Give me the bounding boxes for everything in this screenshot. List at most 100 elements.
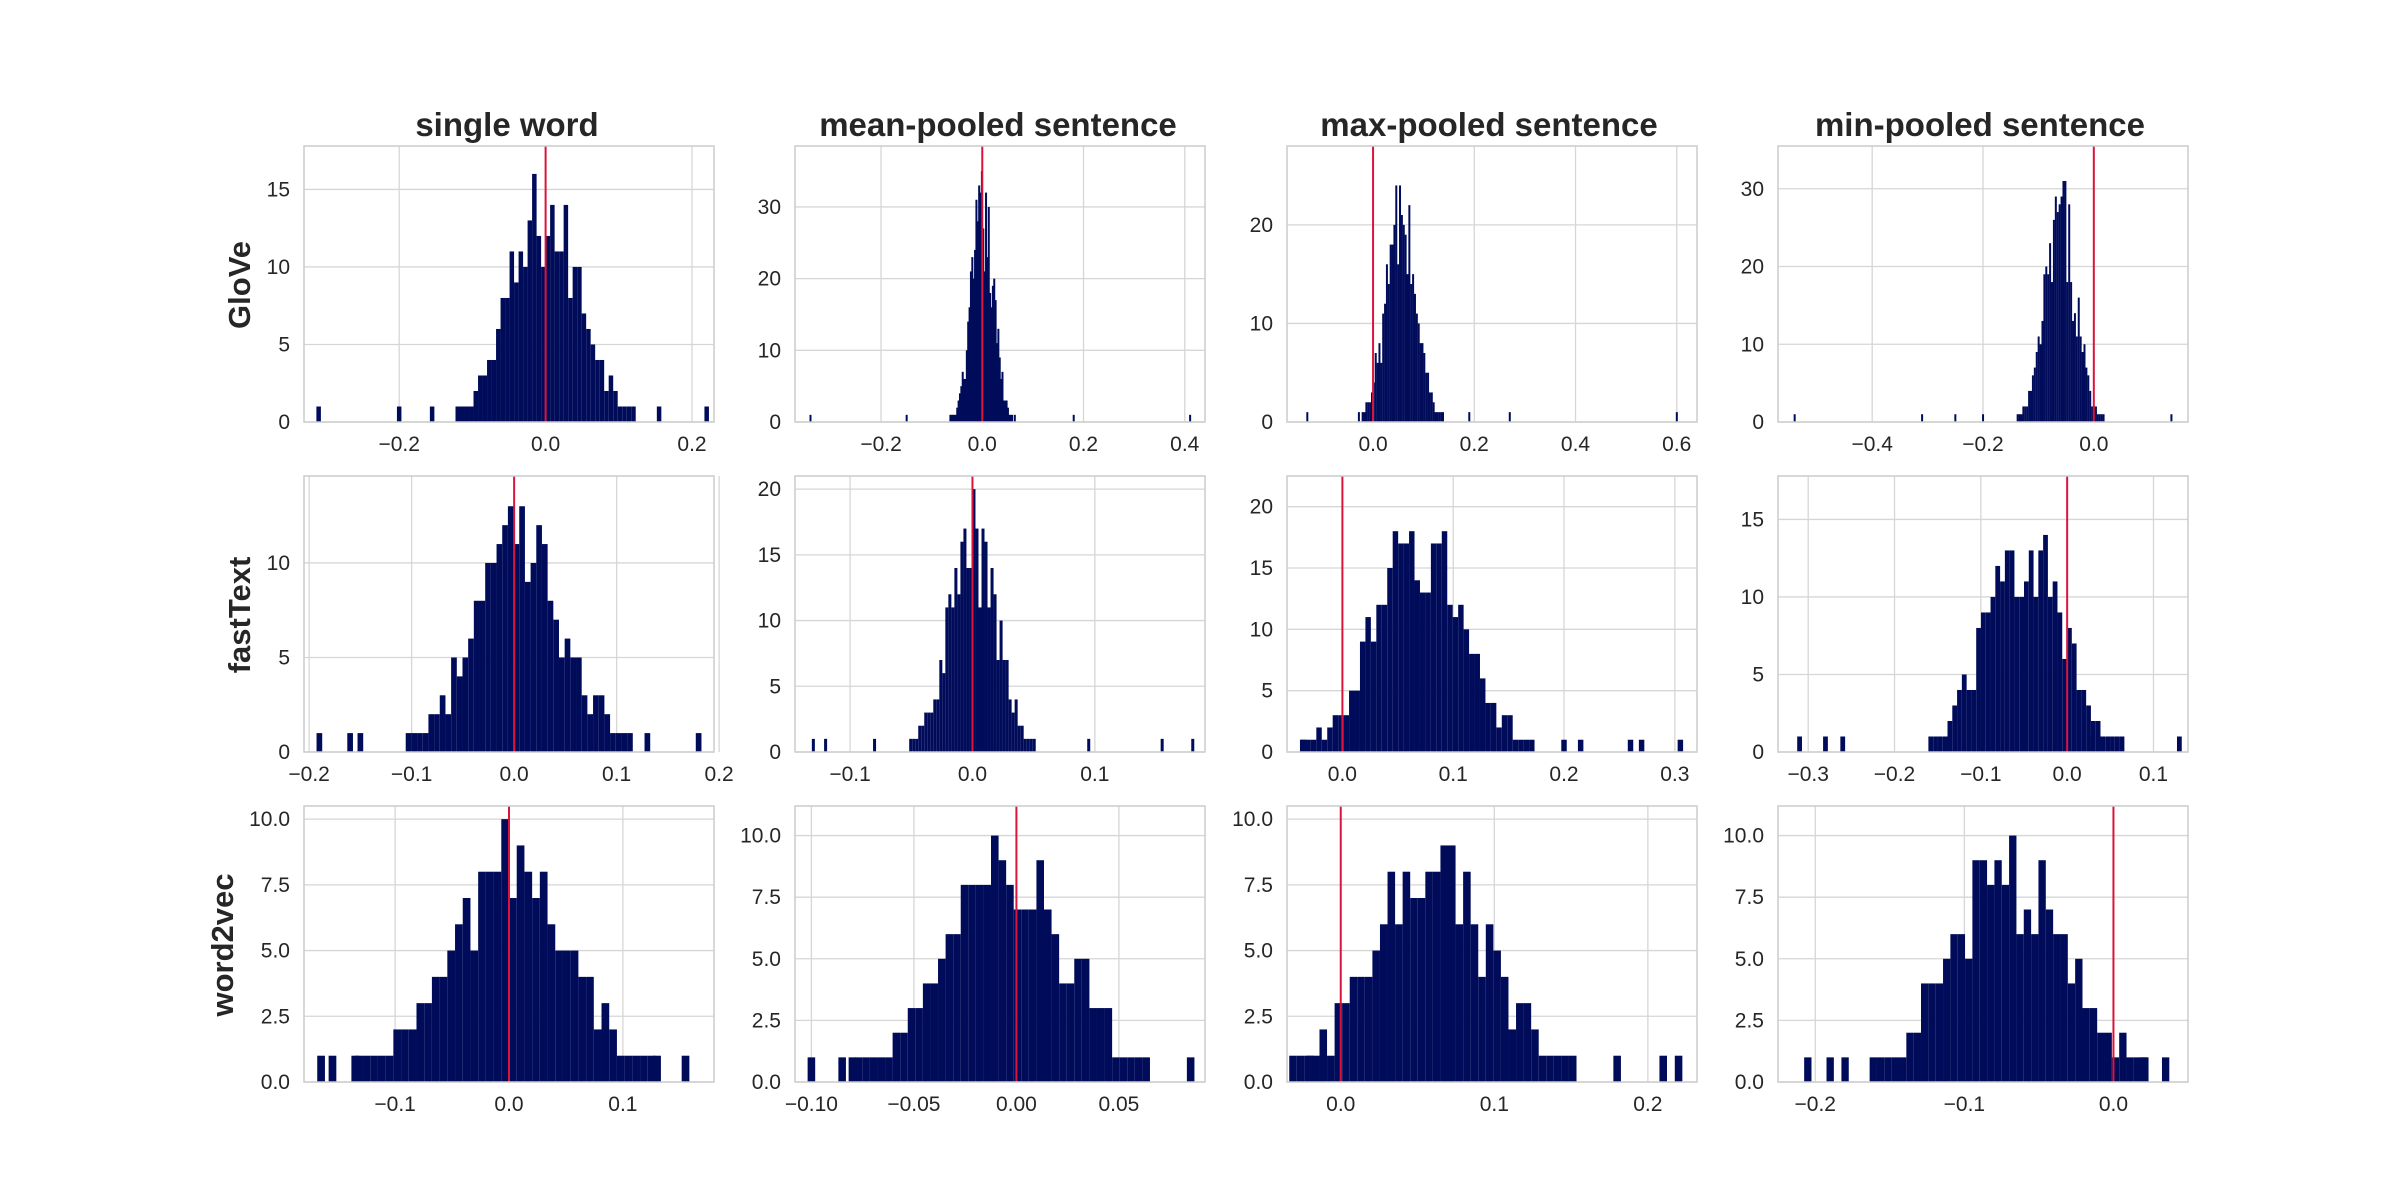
x-tick-label: 0.2 — [1069, 433, 1098, 456]
histogram-bar — [2033, 367, 2036, 422]
histogram-bar — [2035, 352, 2038, 422]
histogram-bar — [1393, 224, 1396, 422]
histogram-bar — [1891, 1057, 1899, 1082]
histogram-bar — [550, 204, 555, 422]
histogram-bar — [961, 371, 964, 422]
histogram-bar — [915, 1008, 923, 1082]
histogram-bar — [516, 845, 525, 1082]
histogram-bar — [945, 934, 954, 1082]
y-tick-label: 20 — [1741, 256, 1764, 279]
histogram-bar — [1432, 871, 1441, 1082]
histogram-bar — [439, 976, 448, 1082]
histogram-bar — [601, 1003, 610, 1082]
histogram-bar — [2022, 406, 2025, 422]
histogram-bar — [996, 660, 1000, 752]
histogram-bar — [2139, 1057, 2147, 1082]
histogram-bar — [2073, 313, 2076, 422]
histogram-bar — [568, 297, 573, 422]
histogram-bar — [915, 738, 919, 752]
histogram-bar — [985, 192, 988, 422]
x-tick-label: 0.6 — [1662, 433, 1691, 456]
histogram-bar — [956, 407, 959, 422]
histogram-bar — [2077, 297, 2080, 422]
histogram-bar — [1127, 1057, 1135, 1082]
histogram-bar — [485, 562, 491, 752]
histogram-bar — [1425, 871, 1433, 1082]
histogram-bar — [1928, 983, 1936, 1082]
histogram-bar — [1485, 702, 1491, 752]
histogram-bar — [2081, 689, 2087, 752]
y-tick-label: 0.0 — [1244, 1071, 1273, 1094]
histogram-bar — [393, 1029, 402, 1082]
histogram-bar — [1186, 1057, 1195, 1082]
histogram-bar — [536, 235, 542, 422]
histogram-bar — [615, 733, 622, 752]
histogram-bar — [1089, 1008, 1097, 1082]
histogram-bar — [968, 884, 976, 1082]
y-tick-label: 15 — [758, 544, 781, 567]
histogram-bar — [429, 406, 435, 422]
histogram-panel: 0.0 0.1 0.2 0.3 0 5 10 15 20 — [1250, 475, 1698, 786]
histogram-bar — [918, 725, 922, 752]
histogram-bar — [496, 544, 503, 752]
x-tick-label: −0.05 — [887, 1093, 940, 1116]
histogram-bar — [1066, 983, 1075, 1082]
histogram-bar — [631, 406, 636, 422]
histogram-bar — [1425, 592, 1431, 752]
histogram-bar — [408, 1029, 417, 1082]
histogram-bar — [2102, 414, 2105, 422]
histogram-bar — [862, 1057, 870, 1082]
histogram-bar — [1442, 412, 1445, 422]
histogram-bar — [1884, 1057, 1892, 1082]
histogram-bar — [1300, 739, 1307, 752]
histogram-bar — [2023, 909, 2032, 1082]
histogram-bar — [464, 406, 470, 422]
histogram-bar — [2028, 390, 2031, 422]
histogram-bar — [975, 884, 984, 1082]
histogram-bar — [2037, 336, 2040, 422]
histogram-bar — [2064, 180, 2067, 422]
x-tick-label: 0.0 — [1358, 433, 1387, 456]
histogram-bar — [1364, 976, 1373, 1082]
histogram-bar — [1370, 641, 1377, 752]
y-tick-label: 20 — [1250, 214, 1273, 237]
histogram-bar — [1391, 244, 1394, 422]
y-tick-label: 2.5 — [1735, 1009, 1764, 1032]
histogram-bar — [990, 307, 993, 422]
x-tick-label: 0.1 — [602, 763, 631, 786]
histogram-bar — [507, 506, 514, 752]
histogram-bar — [1372, 950, 1380, 1082]
histogram-bar — [993, 278, 996, 422]
histogram-bar — [1995, 565, 2001, 752]
histogram-panel: 0.0 0.2 0.4 0.6 0 10 20 — [1250, 145, 1698, 456]
histogram-bar — [553, 619, 559, 752]
histogram-bar — [2072, 320, 2075, 422]
histogram-bar — [2047, 596, 2053, 752]
histogram-bar — [2016, 934, 2024, 1082]
histogram-bar — [509, 251, 515, 422]
axes-frame — [794, 145, 1206, 423]
histogram-bar — [1508, 1029, 1517, 1082]
histogram-bar — [1928, 736, 1934, 752]
histogram-bar — [681, 1055, 690, 1082]
histogram-bar — [1395, 924, 1403, 1082]
y-tick-label: 0 — [769, 741, 781, 764]
histogram-bar — [1409, 531, 1415, 752]
y-tick-label: 5 — [278, 646, 290, 669]
histogram-bar — [1005, 400, 1008, 422]
histogram-bar — [2018, 414, 2021, 422]
histogram-bar — [969, 568, 973, 752]
histogram-bar — [401, 1029, 409, 1082]
histogram-bar — [1507, 715, 1513, 752]
histogram-bar — [704, 406, 709, 422]
histogram-bar — [541, 544, 548, 752]
histogram-bar — [1921, 414, 1924, 422]
histogram-bar — [1011, 414, 1014, 422]
y-tick-label: 7.5 — [261, 874, 290, 897]
histogram-bar — [1613, 1055, 1621, 1082]
histogram-bar — [900, 1032, 908, 1082]
histogram-bar — [2038, 550, 2044, 752]
histogram-bar — [460, 406, 465, 422]
histogram-bar — [960, 541, 964, 752]
histogram-bar — [972, 489, 976, 752]
